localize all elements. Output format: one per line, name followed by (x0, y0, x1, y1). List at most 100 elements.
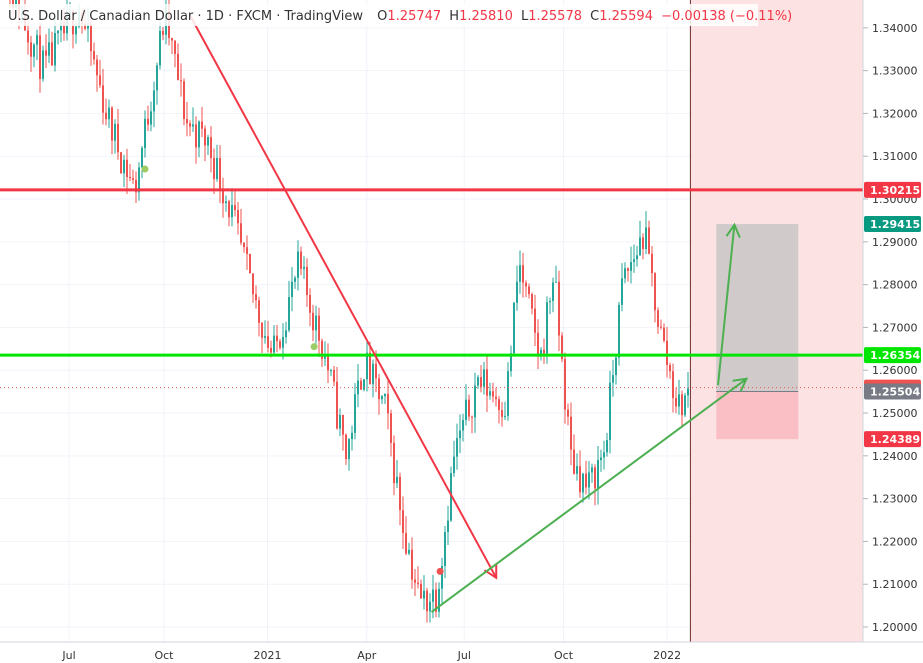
candle-body (255, 294, 257, 301)
y-tick-label: 1.28000 (872, 279, 918, 292)
candle-body (513, 302, 515, 354)
candle-body (99, 75, 101, 86)
candle-body (174, 40, 176, 54)
price-axis[interactable]: 1.20000 1.21000 1.22000 1.23000 1.24000 1.250… (863, 22, 918, 634)
candle-body (42, 50, 44, 79)
projection-line[interactable] (717, 224, 736, 386)
candle-body (666, 340, 668, 366)
horizontal-lines[interactable] (0, 188, 863, 389)
stop-price-tag-label: 1.24389 (870, 433, 920, 446)
candle-body (492, 391, 494, 397)
candle-body (621, 278, 623, 305)
candle-body (546, 302, 548, 354)
uptrend-arrowhead (732, 377, 749, 392)
candle-body (591, 467, 593, 473)
candle-body (159, 30, 161, 66)
candle-body (660, 326, 662, 328)
candle-body (30, 42, 32, 57)
candle-body (411, 549, 413, 580)
trendlines[interactable] (188, 14, 749, 613)
candle-body (189, 123, 191, 127)
long-position-tool[interactable] (716, 224, 799, 440)
candle-body (393, 442, 395, 484)
candle-body (507, 371, 509, 416)
candle-body (462, 420, 464, 431)
x-tick-label: Jul (457, 649, 471, 662)
candle-body (60, 21, 62, 31)
candle-body (261, 322, 263, 338)
resistance-price-tag-bg (864, 181, 921, 198)
candle-body (213, 157, 215, 180)
candle-body (495, 396, 497, 400)
stop-zone[interactable] (716, 391, 799, 440)
candle-body (33, 44, 35, 57)
candle-body (603, 452, 605, 458)
y-tick-label: 1.23000 (872, 493, 918, 506)
y-tick-label: 1.32000 (872, 107, 918, 120)
candle-body (378, 378, 380, 400)
candle-body (525, 282, 527, 287)
candle-body (312, 312, 314, 331)
candle-body (135, 179, 137, 193)
candle-body (351, 432, 353, 440)
candle-body (582, 473, 584, 493)
candle-body (450, 473, 452, 521)
resistance-price-tag: 1.30215 (864, 181, 921, 198)
target-zone[interactable] (716, 224, 799, 392)
candle-body (228, 201, 230, 218)
candle-body (180, 80, 182, 82)
candle-body (315, 315, 317, 331)
candle-body (291, 281, 293, 298)
candle-body (519, 265, 521, 282)
marker-dot (310, 343, 318, 351)
open-label: O (377, 9, 387, 24)
candle-body (504, 415, 506, 417)
candle-body (87, 23, 89, 29)
close-label: C (590, 9, 599, 24)
candle-body (144, 118, 146, 149)
y-tick-label: 1.29000 (872, 236, 918, 249)
candle-body (405, 532, 407, 554)
candle-body (678, 394, 680, 407)
candle-body (531, 294, 533, 309)
candle-body (366, 352, 368, 380)
candle-body (360, 380, 362, 390)
support-price-tag-bg (864, 347, 921, 364)
candle-body (225, 201, 227, 204)
candle-body (498, 399, 500, 411)
downtrend-line[interactable] (188, 14, 498, 579)
y-tick-label: 1.20000 (872, 621, 918, 634)
candle-body (198, 121, 200, 148)
candle-body (654, 273, 656, 311)
y-tick-label: 1.31000 (872, 150, 918, 163)
x-tick-label: Jul (61, 649, 75, 662)
candle-body (57, 30, 59, 34)
y-tick-label: 1.22000 (872, 535, 918, 548)
candle-body (588, 472, 590, 488)
candle-body (294, 277, 296, 282)
candle-body (249, 253, 251, 274)
candle-body (501, 410, 503, 417)
candle-body (585, 473, 587, 488)
candle-body (150, 111, 152, 125)
time-axis[interactable]: Jul Oct 2021 Apr Jul Oct 2022 (61, 649, 681, 662)
marker-dot (436, 567, 444, 575)
candle-body (123, 159, 125, 174)
candle-body (177, 53, 179, 81)
target-price-tag-bg (864, 216, 921, 233)
candle-body (429, 601, 431, 612)
candle-body (186, 119, 188, 124)
candle-body (231, 205, 233, 218)
candle-body (171, 37, 173, 41)
projection-arrowhead (725, 222, 741, 238)
candle-body (651, 253, 653, 274)
candle-body (207, 137, 209, 146)
candle-body (540, 349, 542, 357)
candle-body (147, 118, 149, 125)
uptrend-line[interactable] (430, 377, 748, 613)
stop-price-tag: 1.24389 (864, 431, 921, 448)
x-tick-label: Apr (357, 649, 377, 662)
candle-body (270, 347, 272, 353)
candle-body (399, 476, 401, 511)
